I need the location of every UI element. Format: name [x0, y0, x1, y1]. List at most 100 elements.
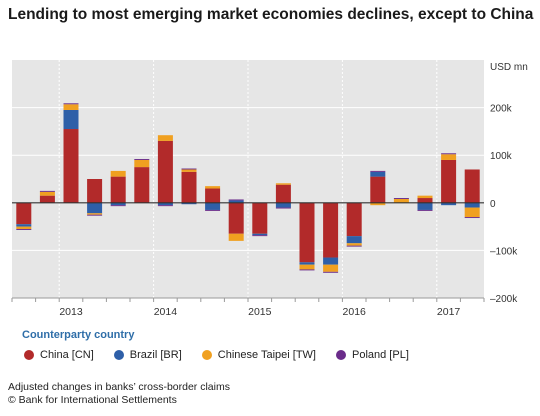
- bar-china-cn-2017Q1: [441, 159, 457, 203]
- bar-poland-pl-2016Q4: [417, 209, 433, 211]
- bar-china-cn-2015Q3: [299, 202, 315, 263]
- bar-chinese-taipei-tw-2014Q1: [157, 135, 173, 141]
- bar-chinese-taipei-tw-2016Q4: [417, 195, 433, 199]
- footnote-description: Adjusted changes in banks’ cross-border …: [8, 381, 230, 393]
- y-tick-label: 100k: [490, 151, 513, 162]
- bar-brazil-br-2014Q1: [157, 202, 173, 206]
- bar-chinese-taipei-tw-2014Q4: [228, 233, 244, 241]
- bar-china-cn-2013Q1: [63, 129, 79, 203]
- bar-china-cn-2013Q3: [110, 176, 126, 203]
- bar-china-cn-2012Q4: [39, 195, 55, 203]
- legend-label-china: China [CN]: [40, 349, 94, 361]
- bar-china-cn-2014Q1: [157, 140, 173, 203]
- bar-china-cn-2013Q2: [87, 179, 103, 203]
- bar-china-cn-2017Q2: [464, 169, 480, 203]
- bar-chinese-taipei-tw-2017Q1: [441, 154, 457, 160]
- bar-poland-pl-2017Q2: [464, 217, 480, 219]
- x-year-label: 2014: [154, 306, 178, 318]
- bar-chinese-taipei-tw-2012Q4: [39, 191, 55, 196]
- chart-title: Lending to most emerging market economie…: [8, 6, 534, 23]
- y-tick-label: –200k: [490, 294, 518, 305]
- bar-poland-pl-2013Q4: [134, 159, 150, 160]
- plot-area: [12, 60, 484, 298]
- bar-china-cn-2016Q2: [370, 176, 386, 203]
- legend-swatch-chinese-taipei: [201, 350, 212, 360]
- bar-china-cn-2014Q4: [228, 202, 244, 234]
- x-year-label: 2016: [343, 306, 367, 318]
- bar-brazil-br-2014Q3: [205, 202, 221, 210]
- bar-poland-pl-2014Q3: [205, 209, 221, 211]
- bar-chinese-taipei-tw-2013Q2: [87, 213, 103, 215]
- bar-china-cn-2016Q4: [417, 198, 433, 203]
- legend-swatch-brazil: [113, 350, 124, 360]
- bar-china-cn-2013Q4: [134, 167, 150, 203]
- bar-brazil-br-2017Q2: [464, 202, 480, 208]
- bar-chinese-taipei-tw-2014Q3: [205, 186, 221, 189]
- bar-chinese-taipei-tw-2015Q4: [323, 264, 339, 272]
- x-year-label: 2015: [248, 306, 272, 318]
- bar-chinese-taipei-tw-2012Q3: [16, 226, 32, 229]
- bar-brazil-br-2014Q4: [228, 200, 244, 203]
- footnote: Adjusted changes in banks’ cross-border …: [8, 381, 230, 407]
- legend-label-poland: Poland [PL]: [352, 349, 409, 361]
- y-tick-label: 200k: [490, 104, 513, 115]
- bar-poland-pl-2013Q1: [63, 103, 79, 105]
- bar-poland-pl-2012Q3: [16, 228, 32, 230]
- legend-swatch-china: [24, 350, 34, 360]
- bar-china-cn-2016Q1: [346, 202, 362, 237]
- bar-brazil-br-2016Q1: [346, 236, 362, 244]
- bar-poland-pl-2016Q2: [370, 170, 386, 172]
- bar-poland-pl-2012Q4: [39, 190, 55, 192]
- bar-chinese-taipei-tw-2017Q2: [464, 207, 480, 218]
- bar-chinese-taipei-tw-2013Q3: [110, 170, 126, 177]
- bar-poland-pl-2013Q3: [110, 205, 126, 207]
- legend-swatch-poland: [336, 350, 346, 360]
- bar-brazil-br-2013Q2: [87, 202, 103, 214]
- bar-brazil-br-2013Q1: [63, 109, 79, 130]
- y-axis-unit-label: USD mn: [490, 62, 528, 73]
- bar-chinese-taipei-tw-2013Q1: [63, 104, 79, 110]
- bar-brazil-br-2016Q4: [417, 202, 433, 210]
- x-year-label: 2013: [59, 306, 83, 318]
- bar-chinese-taipei-tw-2015Q2: [275, 183, 291, 185]
- bar-poland-pl-2016Q3: [393, 198, 409, 199]
- bar-china-cn-2012Q3: [16, 202, 32, 225]
- bar-poland-pl-2014Q4: [228, 199, 244, 201]
- bar-poland-pl-2013Q2: [87, 214, 103, 216]
- legend-item-poland[interactable]: Poland [PL]: [336, 349, 409, 361]
- bar-brazil-br-2015Q2: [275, 202, 291, 208]
- bar-chinese-taipei-tw-2013Q4: [134, 159, 150, 168]
- bar-chinese-taipei-tw-2015Q3: [299, 264, 315, 270]
- stacked-bar-chart: 200k 100k 0 –100k –200k USD mn 2013 2014 2015 201…: [11, 60, 528, 318]
- legend-item-china[interactable]: China [CN]: [24, 349, 94, 361]
- bar-brazil-br-2015Q3: [299, 262, 315, 265]
- bar-poland-pl-2016Q1: [346, 245, 362, 247]
- bar-china-cn-2014Q2: [181, 171, 197, 203]
- footnote-copyright: © Bank for International Settlements: [8, 394, 177, 406]
- bar-china-cn-2014Q3: [205, 188, 221, 203]
- legend-item-brazil[interactable]: Brazil [BR]: [113, 349, 182, 361]
- bar-brazil-br-2015Q1: [252, 233, 268, 236]
- bar-poland-pl-2015Q2: [275, 207, 291, 209]
- bar-poland-pl-2015Q4: [323, 271, 339, 273]
- bar-brazil-br-2016Q2: [370, 171, 386, 177]
- bar-poland-pl-2015Q3: [299, 269, 315, 271]
- bar-chinese-taipei-tw-2016Q3: [393, 198, 409, 203]
- bar-brazil-br-2017Q1: [441, 202, 457, 206]
- bar-poland-pl-2015Q1: [252, 235, 268, 237]
- legend-item-chinese-taipei[interactable]: Chinese Taipei [TW]: [201, 349, 316, 361]
- bar-china-cn-2015Q2: [275, 184, 291, 203]
- legend-title: Counterparty country: [22, 329, 135, 341]
- bar-china-cn-2015Q1: [252, 202, 268, 234]
- bar-poland-pl-2017Q1: [441, 153, 457, 155]
- bar-brazil-br-2012Q3: [16, 224, 32, 227]
- bar-chinese-taipei-tw-2014Q2: [181, 169, 197, 172]
- bar-brazil-br-2015Q4: [323, 257, 339, 265]
- legend-label-brazil: Brazil [BR]: [129, 349, 182, 361]
- bar-brazil-br-2013Q3: [110, 202, 126, 206]
- bar-chinese-taipei-tw-2016Q2: [370, 202, 386, 206]
- y-tick-label: 0: [490, 199, 496, 210]
- legend: China [CN] Brazil [BR] Chinese Taipei [T…: [24, 349, 429, 361]
- x-year-label: 2017: [437, 306, 461, 318]
- bar-china-cn-2015Q4: [323, 202, 339, 258]
